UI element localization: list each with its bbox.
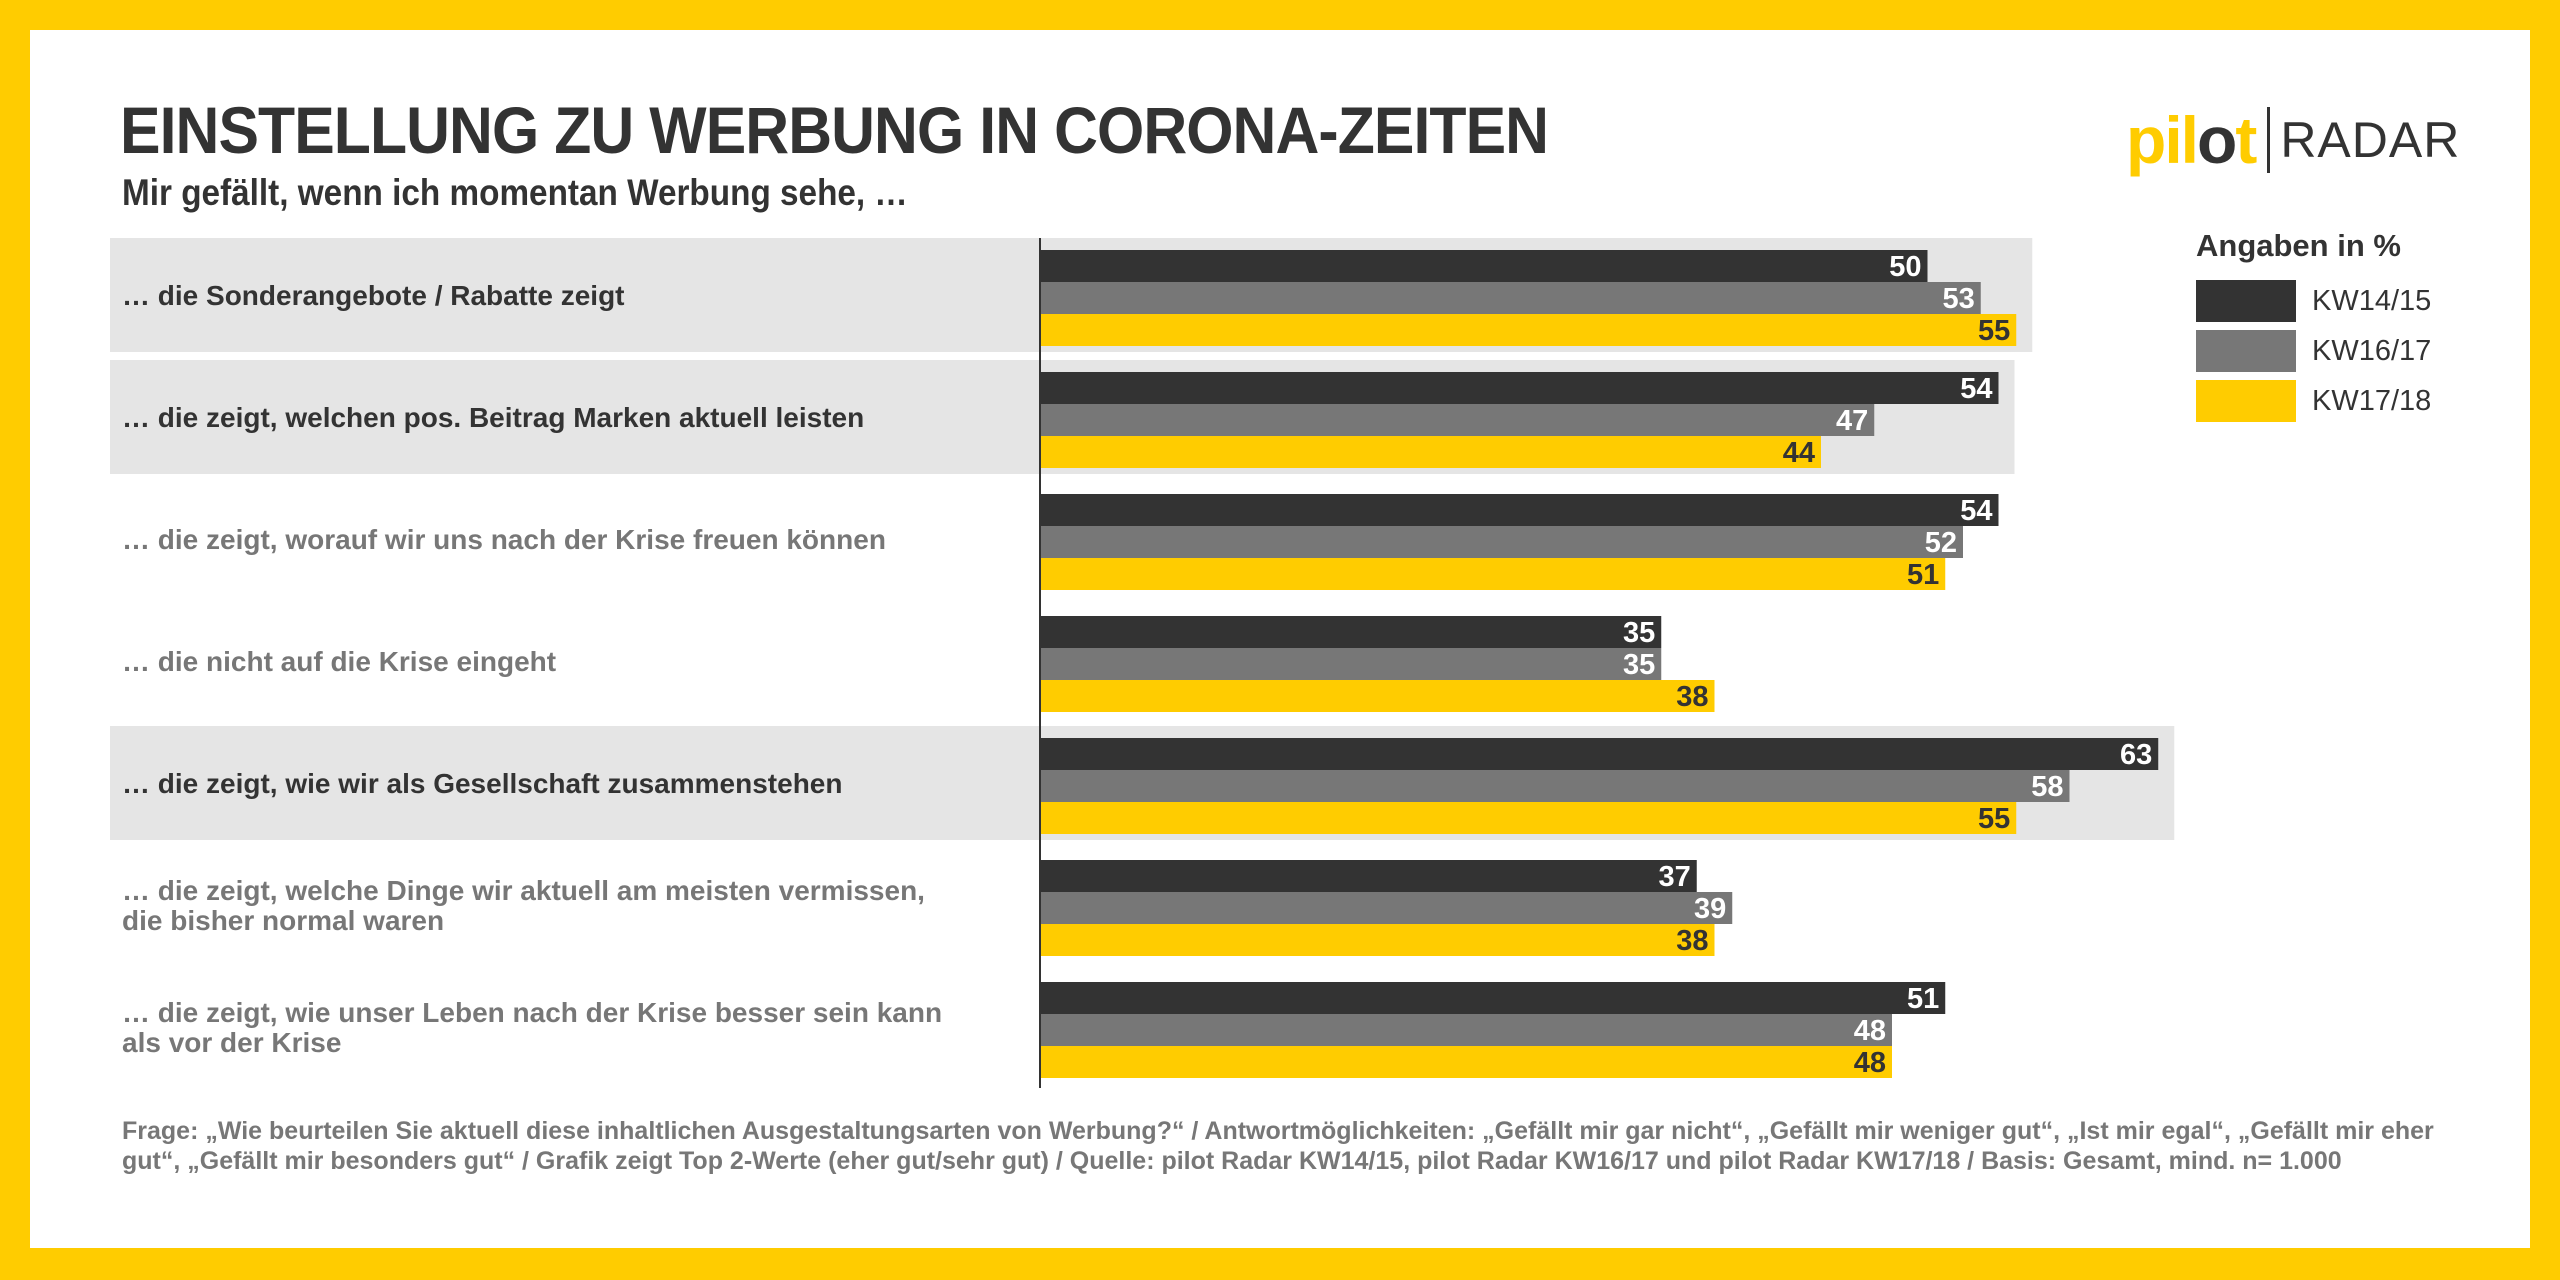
- legend-swatch: [2196, 380, 2296, 422]
- data-label: 55: [1978, 315, 2010, 347]
- category-label: … die zeigt, welche Dinge wir aktuell am…: [122, 875, 925, 906]
- category-label: … die zeigt, welchen pos. Beitrag Marken…: [122, 402, 864, 433]
- legend: Angaben in % KW14/15 KW16/17 KW17/18: [2196, 228, 2431, 426]
- bar: [1040, 770, 2070, 802]
- footnote: Frage: „Wie beurteilen Sie aktuell diese…: [122, 1117, 2434, 1175]
- bar: [1040, 924, 1715, 956]
- legend-items: KW14/15 KW16/17 KW17/18: [2196, 276, 2431, 426]
- data-label: 39: [1694, 893, 1726, 925]
- bar-group: … die Sonderangebote / Rabatte zeigt 50 53…: [110, 238, 2033, 352]
- legend-swatch: [2196, 330, 2296, 372]
- bar-group: … die zeigt, welchen pos. Beitrag Marken…: [110, 360, 2015, 474]
- data-label: 54: [1960, 495, 1992, 527]
- legend-item: KW16/17: [2196, 326, 2431, 376]
- bar: [1040, 250, 1928, 282]
- bar: [1040, 860, 1697, 892]
- category-label: … die zeigt, wie wir als Gesellschaft zu…: [122, 768, 842, 799]
- logo-pilot-wordmark: pilot: [2126, 107, 2257, 173]
- legend-title: Angaben in %: [2196, 228, 2401, 263]
- data-label: 48: [1854, 1015, 1886, 1047]
- chart-title: EINSTELLUNG ZU WERBUNG IN CORONA-ZEITEN: [120, 93, 1549, 167]
- category-label: … die nicht auf die Krise eingeht: [122, 646, 556, 677]
- bar: [1040, 680, 1715, 712]
- category-label: … die Sonderangebote / Rabatte zeigt: [122, 280, 625, 311]
- data-label: 52: [1925, 527, 1957, 559]
- legend-item: KW17/18: [2196, 376, 2431, 426]
- data-label: 55: [1978, 803, 2010, 835]
- chart-subtitle: Mir gefällt, wenn ich momentan Werbung s…: [122, 172, 908, 213]
- bar: [1040, 616, 1662, 648]
- logo-radar-wordmark: RADAR: [2280, 112, 2461, 168]
- data-label: 35: [1623, 617, 1655, 649]
- bar: [1040, 982, 1946, 1014]
- data-label: 54: [1960, 373, 1992, 405]
- data-label: 38: [1676, 925, 1708, 957]
- category-label: … die zeigt, wie unser Leben nach der Kr…: [122, 997, 942, 1028]
- bar: [1040, 282, 1981, 314]
- logo-pilot-part: pil: [2126, 103, 2199, 177]
- data-label: 35: [1623, 649, 1655, 681]
- bar: [1040, 648, 1662, 680]
- bar: [1040, 494, 1999, 526]
- category-label: die bisher normal waren: [122, 905, 444, 936]
- bar: [1040, 1046, 1892, 1078]
- bar-group: … die zeigt, welche Dinge wir aktuell am…: [122, 860, 1733, 957]
- legend-label: KW16/17: [2312, 334, 2432, 367]
- bar-group: … die zeigt, wie unser Leben nach der Kr…: [122, 982, 1946, 1079]
- bar: [1040, 738, 2159, 770]
- data-label: 58: [2031, 771, 2063, 803]
- legend-item: KW14/15: [2196, 276, 2431, 326]
- data-label: 50: [1889, 251, 1921, 283]
- data-label: 48: [1854, 1047, 1886, 1079]
- data-label: 44: [1783, 437, 1815, 469]
- bar: [1040, 1014, 1892, 1046]
- bar: [1040, 802, 2017, 834]
- data-label: 37: [1658, 861, 1690, 893]
- data-label: 53: [1942, 283, 1974, 315]
- pilot-radar-logo: pilot RADAR: [2126, 100, 2460, 180]
- bar-group: … die zeigt, worauf wir uns nach der Kri…: [122, 494, 1999, 591]
- category-label: … die zeigt, worauf wir uns nach der Kri…: [122, 524, 886, 555]
- bar: [1040, 314, 2017, 346]
- bar: [1040, 404, 1875, 436]
- legend-label: KW17/18: [2312, 384, 2432, 417]
- data-label: 63: [2120, 739, 2152, 771]
- bar-group: … die zeigt, wie wir als Gesellschaft zu…: [110, 726, 2175, 840]
- data-label: 51: [1907, 559, 1939, 591]
- data-label: 51: [1907, 983, 1939, 1015]
- legend-label: KW14/15: [2312, 284, 2432, 317]
- logo-divider: [2267, 107, 2271, 173]
- logo-pilot-o-icon: o: [2197, 103, 2237, 177]
- category-label: als vor der Krise: [122, 1027, 341, 1058]
- bar: [1040, 372, 1999, 404]
- logo-pilot-part: t: [2235, 103, 2257, 177]
- legend-swatch: [2196, 280, 2296, 322]
- data-label: 47: [1836, 405, 1868, 437]
- bar: [1040, 526, 1963, 558]
- bar: [1040, 436, 1821, 468]
- bar: [1040, 558, 1946, 590]
- data-label: 38: [1676, 681, 1708, 713]
- bar: [1040, 892, 1733, 924]
